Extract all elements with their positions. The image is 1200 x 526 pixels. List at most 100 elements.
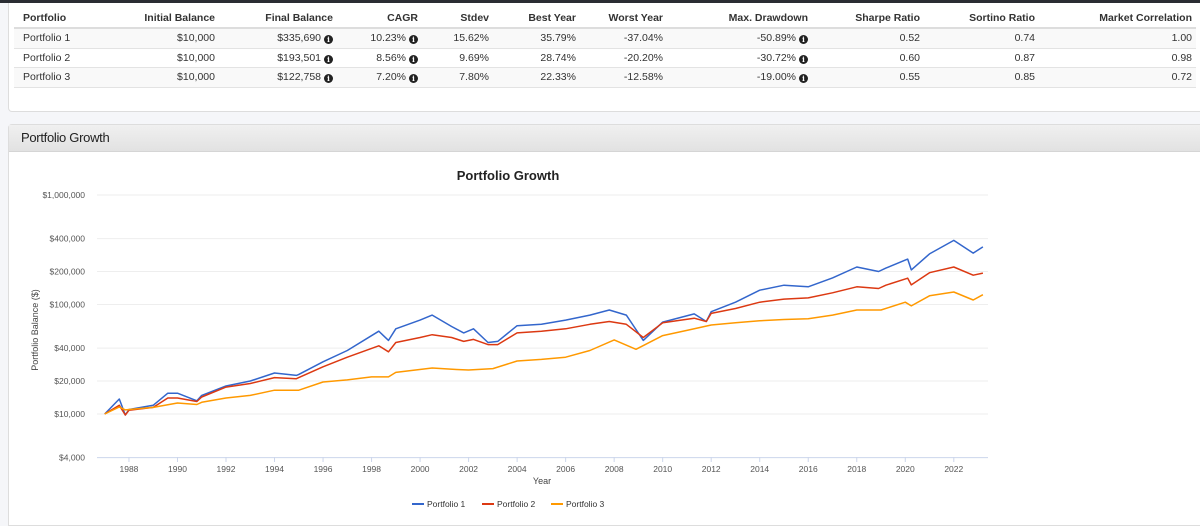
column-header[interactable]: Sortino Ratio [924, 8, 1039, 29]
info-icon[interactable]: i [799, 35, 808, 45]
column-header[interactable]: Best Year [493, 8, 580, 29]
legend-item[interactable]: Portfolio 1 [427, 499, 466, 509]
x-tick-label: 1988 [119, 464, 138, 474]
x-tick-label: 2006 [556, 464, 575, 474]
table-cell: 9.69% [422, 48, 493, 68]
x-tick-label: 1996 [314, 464, 333, 474]
cell-value: 22.33% [540, 71, 576, 84]
table-cell: $122,758 i [219, 67, 337, 88]
x-tick-label: 2012 [702, 464, 721, 474]
cell-value: 10.23% [370, 32, 406, 45]
table-cell: 22.33% [493, 67, 580, 88]
table-cell: Portfolio 2 [14, 48, 134, 68]
legend-item[interactable]: Portfolio 2 [497, 499, 536, 509]
chart-title: Portfolio Growth [457, 168, 560, 183]
y-tick-label: $10,000 [54, 409, 85, 419]
info-icon[interactable]: i [324, 54, 333, 64]
cell-value: -12.58% [623, 71, 663, 84]
table-cell: -19.00% i [667, 67, 812, 88]
table-cell: 0.60 [812, 48, 924, 68]
table-header-row: Portfolio Initial Balance Final Balance CAG… [14, 8, 1196, 29]
info-icon[interactable]: i [799, 74, 808, 84]
table-cell: 0.72 [1039, 67, 1196, 88]
table-cell: 0.74 [924, 28, 1039, 49]
table-cell: 8.56% i [337, 48, 422, 68]
cell-value: -50.89% [756, 32, 796, 45]
column-header[interactable]: Stdev [422, 8, 493, 29]
column-header[interactable]: Portfolio [14, 8, 134, 29]
series-line-3 [104, 291, 984, 415]
cell-value: $10,000 [177, 51, 215, 64]
column-header[interactable]: Initial Balance [134, 8, 219, 29]
x-tick-label: 1998 [362, 464, 381, 474]
table-cell: 0.52 [812, 28, 924, 49]
y-tick-label: $400,000 [50, 234, 86, 244]
x-tick-label: 1990 [168, 464, 187, 474]
table-cell: $193,501 i [219, 48, 337, 68]
cell-value: 15.62% [453, 32, 489, 45]
cell-value: 0.74 [1014, 32, 1035, 45]
portfolio-growth-panel: Portfolio Growth [8, 124, 1200, 526]
cell-value: $122,758 [277, 71, 321, 84]
table-cell: 1.00 [1039, 28, 1196, 49]
table-cell: 10.23% i [337, 28, 422, 49]
table-cell: -12.58% [580, 67, 667, 88]
cell-value: 0.85 [1014, 71, 1035, 84]
y-axis-label: Portfolio Balance ($) [30, 289, 40, 371]
table-cell: 0.85 [924, 67, 1039, 88]
table-cell: 7.80% [422, 67, 493, 88]
table-cell: 15.62% [422, 28, 493, 49]
table-cell: 28.74% [493, 48, 580, 68]
x-tick-label: 2000 [411, 464, 430, 474]
info-icon[interactable]: i [409, 35, 418, 45]
cell-value: 7.20% [376, 71, 406, 84]
column-header[interactable]: Final Balance [219, 8, 337, 29]
table-cell: -37.04% [580, 28, 667, 49]
info-icon[interactable]: i [324, 74, 333, 84]
info-icon[interactable]: i [409, 74, 418, 84]
cell-value: -19.00% [756, 71, 796, 84]
cell-value: 9.69% [459, 51, 489, 64]
x-tick-label: 2016 [799, 464, 818, 474]
table-row: Portfolio 1 $10,000 $335,690 i 10.23% i 15.62%… [14, 28, 1196, 49]
cell-value: 0.55 [899, 71, 920, 84]
info-icon[interactable]: i [324, 35, 333, 45]
table-cell: $10,000 [134, 28, 219, 49]
x-tick-label: 1994 [265, 464, 284, 474]
column-header[interactable]: Max. Drawdown [667, 8, 812, 29]
series-line-1 [104, 239, 984, 416]
y-tick-label: $100,000 [50, 300, 86, 310]
table-cell: 0.98 [1039, 48, 1196, 68]
x-tick-label: 1992 [217, 464, 236, 474]
cell-value: -30.72% [756, 51, 796, 64]
column-header[interactable]: CAGR [337, 8, 422, 29]
column-header[interactable]: Market Correlation [1039, 8, 1196, 29]
cell-value: $335,690 [277, 32, 321, 45]
table-cell: $10,000 [134, 48, 219, 68]
column-header[interactable]: Worst Year [580, 8, 667, 29]
table-cell: 35.79% [493, 28, 580, 49]
column-header[interactable]: Sharpe Ratio [812, 8, 924, 29]
cell-value: -37.04% [623, 32, 663, 45]
table-cell: -50.89% i [667, 28, 812, 49]
cell-value: 0.60 [899, 51, 920, 64]
cell-value: 1.00 [1171, 32, 1192, 45]
cell-value: 28.74% [540, 51, 576, 64]
cell-value: Portfolio 3 [23, 71, 71, 84]
cell-value: 8.56% [376, 51, 406, 64]
info-icon[interactable]: i [799, 54, 808, 64]
table-cell: $10,000 [134, 67, 219, 88]
x-tick-label: 2002 [459, 464, 478, 474]
x-tick-label: 2004 [508, 464, 527, 474]
cell-value: 35.79% [540, 32, 576, 45]
cell-value: $10,000 [177, 32, 215, 45]
table-cell: Portfolio 3 [14, 67, 134, 88]
legend-item[interactable]: Portfolio 3 [566, 499, 605, 509]
x-tick-label: 2020 [896, 464, 915, 474]
table-cell: -20.20% [580, 48, 667, 68]
portfolio-growth-chart: Portfolio Growth $4,000 $10,000 $20,000 $40,… [30, 168, 988, 509]
info-icon[interactable]: i [409, 54, 418, 64]
x-tick-label: 2014 [750, 464, 769, 474]
cell-value: 7.80% [459, 71, 489, 84]
top-bar [0, 0, 1200, 3]
